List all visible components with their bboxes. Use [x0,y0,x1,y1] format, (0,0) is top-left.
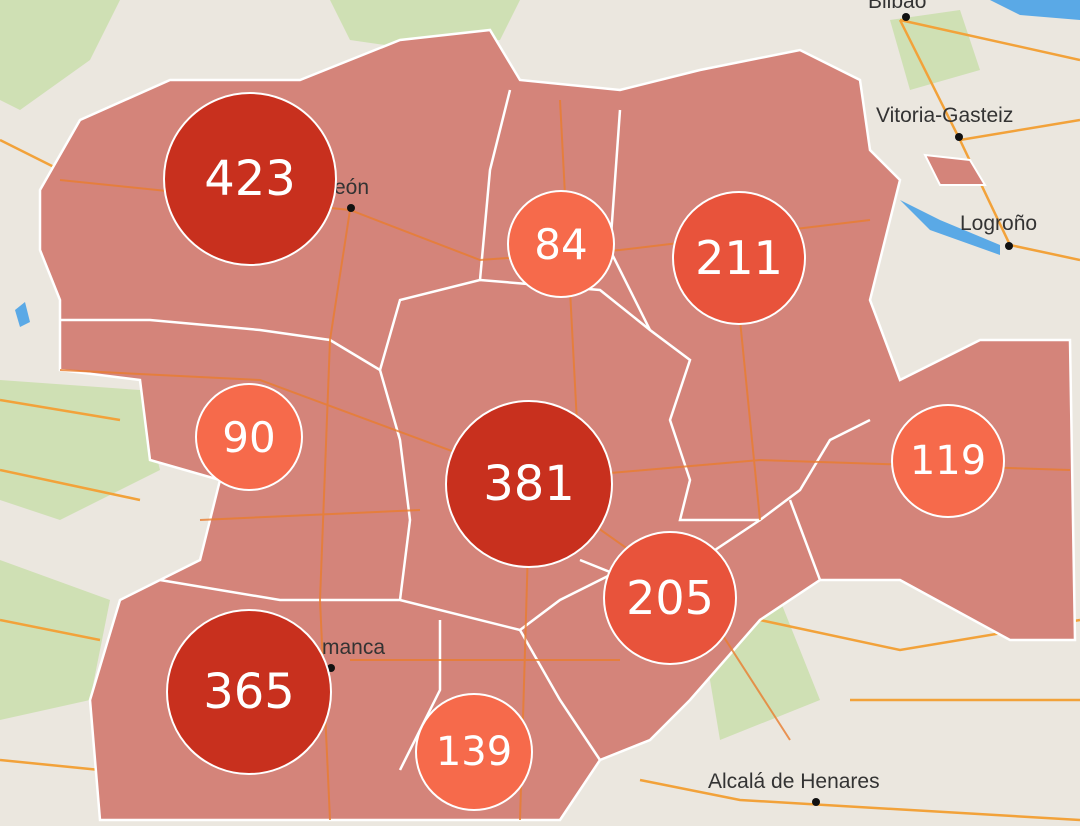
city-label-leon: eón [334,176,370,199]
city-dot-alcala-de-henares [812,798,820,806]
city-label-bilbao: Bilbao [868,0,927,13]
city-label-logrono: Logroño [960,212,1038,235]
cluster-marker[interactable]: 139 [415,693,533,811]
city-dot-salamanca [327,664,335,672]
cluster-marker[interactable]: 211 [672,191,806,325]
city-label-vitoria-gasteiz: Vitoria-Gasteiz [876,104,1014,127]
cluster-marker[interactable]: 365 [166,609,332,775]
city-dot-leon [347,204,355,212]
cluster-marker[interactable]: 205 [603,531,737,665]
cluster-marker[interactable]: 423 [163,92,337,266]
cluster-marker[interactable]: 90 [195,383,303,491]
city-dot-logrono [1005,242,1013,250]
city-label-salamanca: manca [322,636,386,659]
cluster-marker[interactable]: 119 [891,404,1005,518]
city-dot-bilbao [902,13,910,21]
region-enclave [923,153,987,186]
cluster-marker[interactable]: 381 [445,400,613,568]
city-dot-vitoria-gasteiz [955,133,963,141]
cluster-marker[interactable]: 84 [507,190,615,298]
city-label-alcala-de-henares: Alcalá de Henares [708,770,880,793]
